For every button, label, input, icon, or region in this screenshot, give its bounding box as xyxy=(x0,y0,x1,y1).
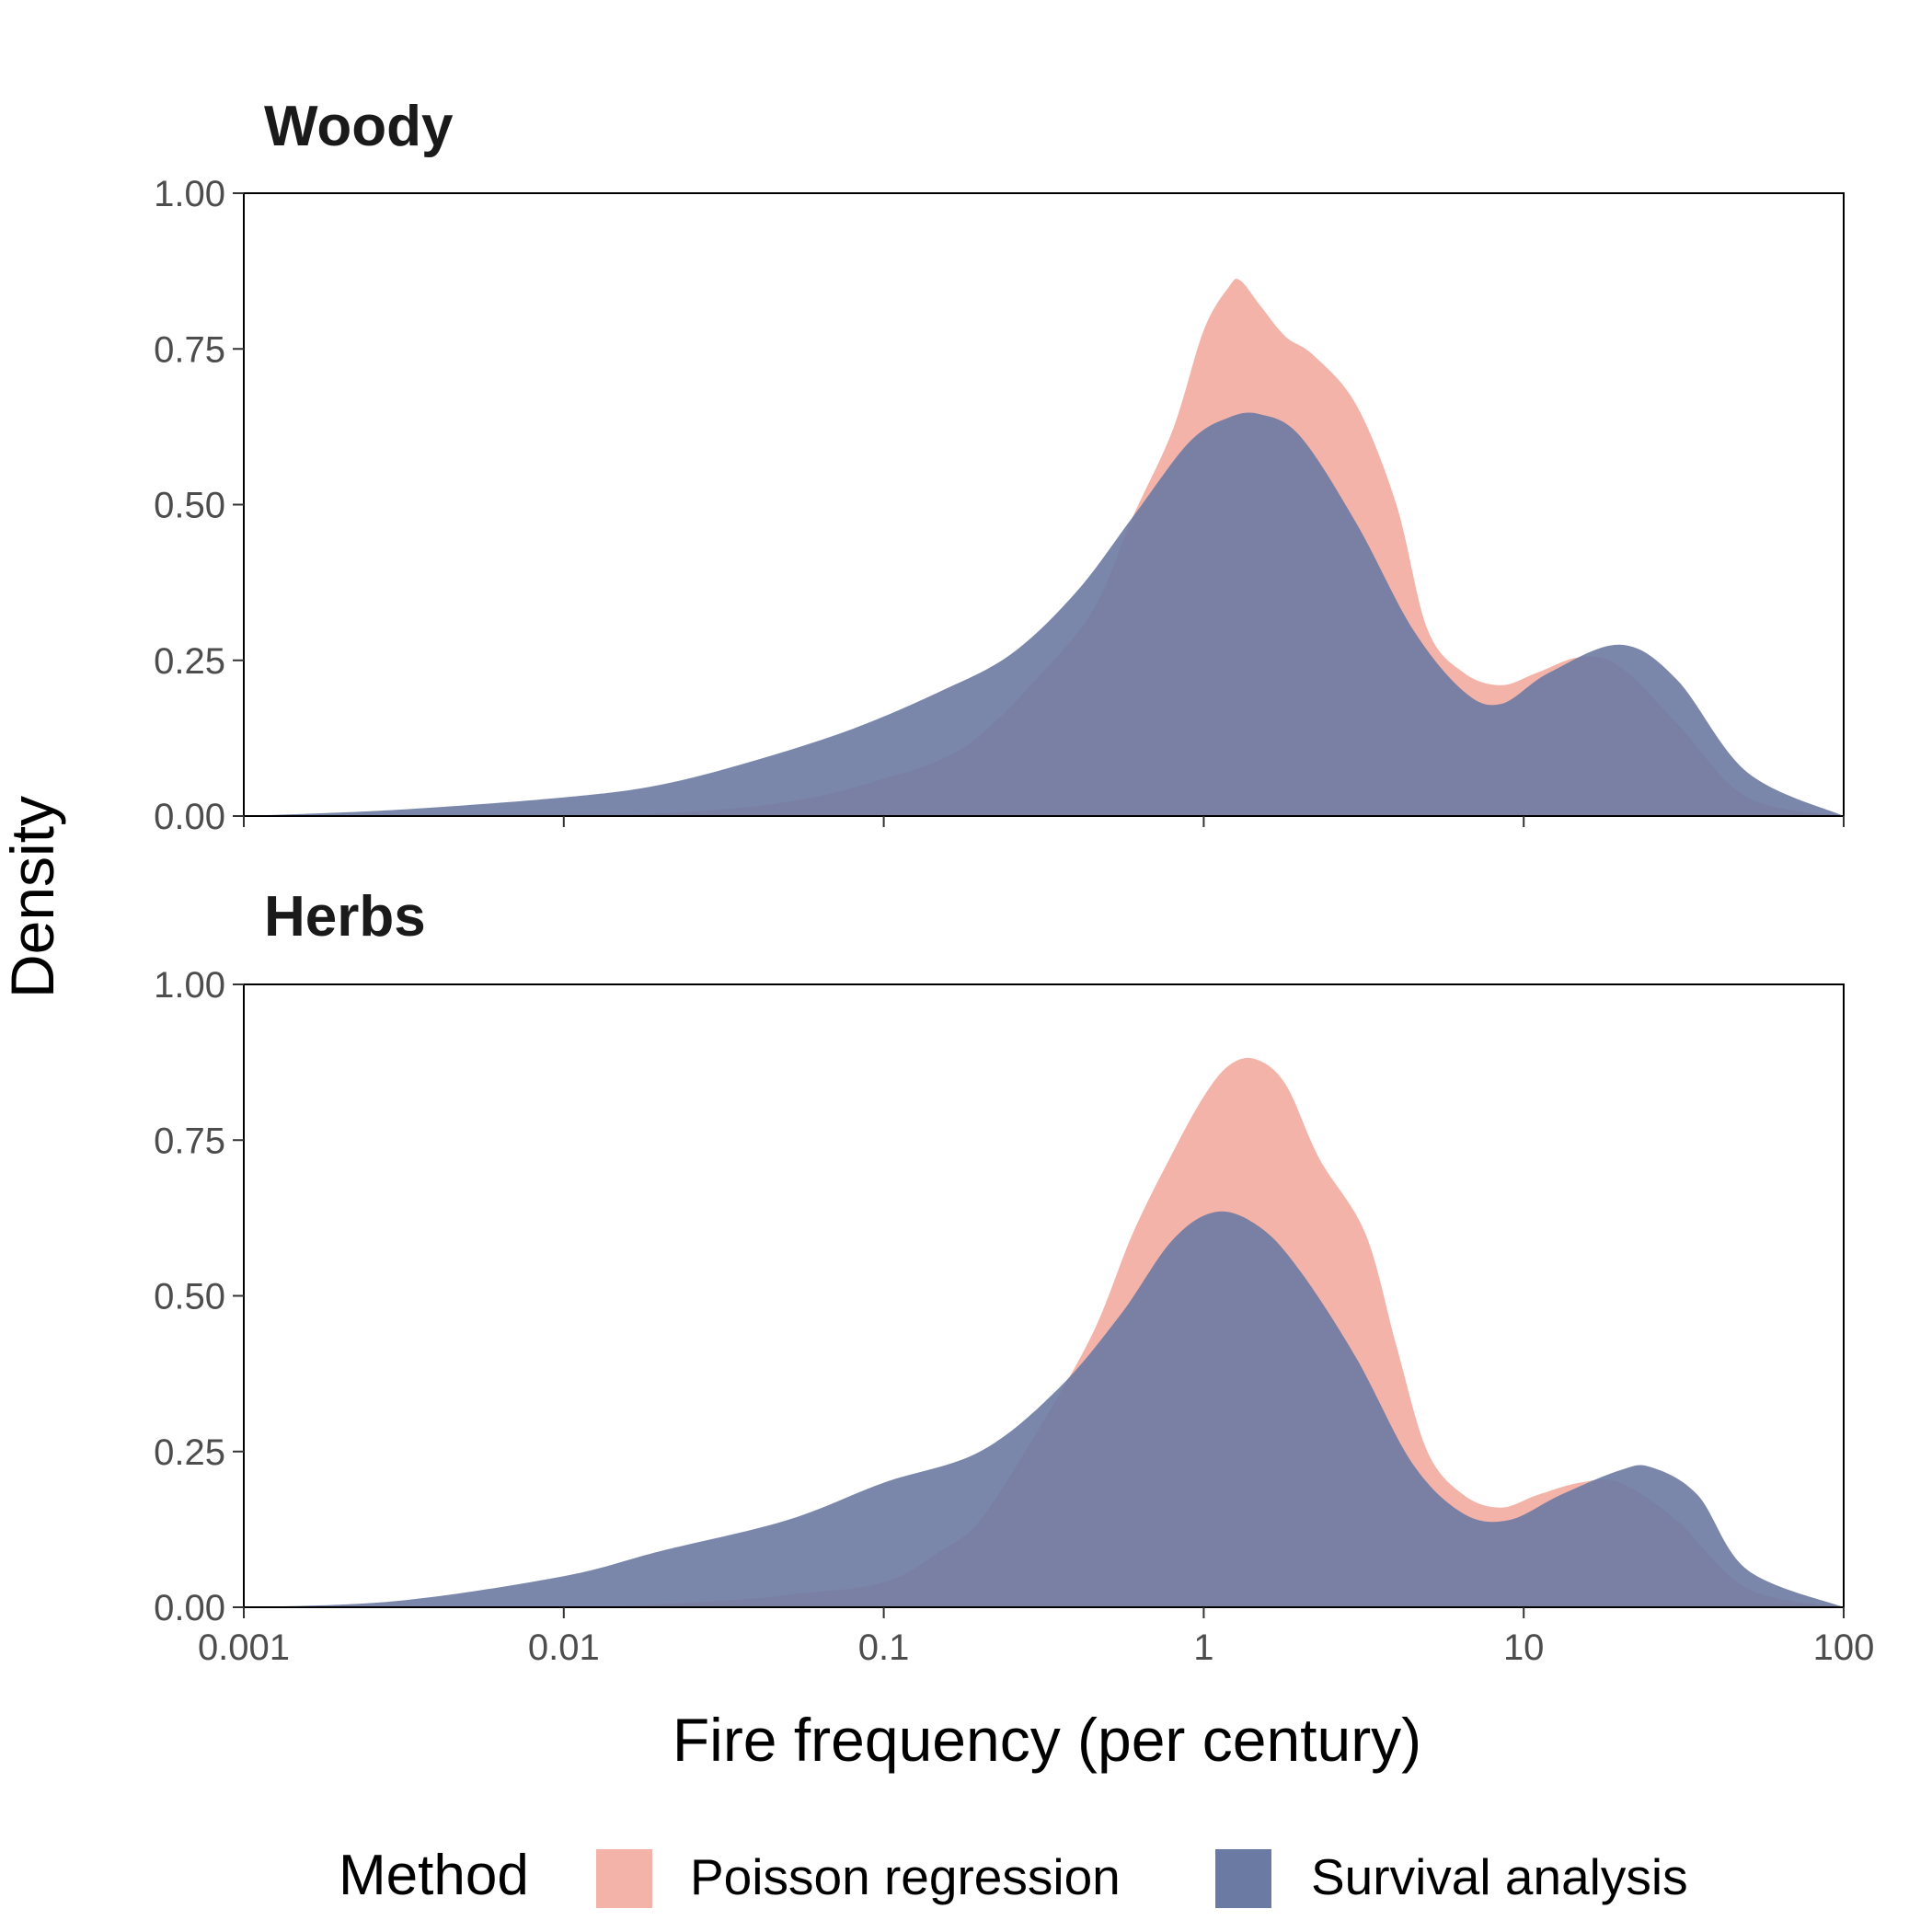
x-tick-label: 0.01 xyxy=(528,1627,600,1668)
x-tick-label: 1 xyxy=(1193,1627,1213,1668)
legend-title: Method xyxy=(339,1844,529,1907)
panel-herbs: Herbs 0.00 0.25 0.50 0.75 1.00 0.001 0.01 0.1 1 10… xyxy=(154,885,1874,1668)
y-tick-label: 0.50 xyxy=(154,1277,225,1317)
panel-title: Herbs xyxy=(264,885,426,949)
panel-title: Woody xyxy=(264,95,454,158)
y-tick-label: 0.75 xyxy=(154,329,225,370)
density-area-survival xyxy=(244,1211,1844,1607)
legend: Method Poisson regression Survival analy… xyxy=(339,1844,1688,1908)
y-tick-label: 0.75 xyxy=(154,1121,225,1161)
y-tick-label: 0.00 xyxy=(154,1588,225,1628)
y-tick-label: 1.00 xyxy=(154,965,225,1006)
x-axis-title: Fire frequency (per century) xyxy=(673,1706,1421,1774)
y-tick-label: 0.00 xyxy=(154,797,225,837)
x-tick-label: 10 xyxy=(1503,1627,1545,1668)
legend-label-survival: Survival analysis xyxy=(1311,1848,1688,1905)
chart-panels: Woody 0.00 0.25 0.50 0.75 1.00 Herbs 0.00 0.25 0.… xyxy=(154,95,1874,1668)
legend-swatch-poisson xyxy=(596,1849,652,1908)
legend-swatch-survival xyxy=(1215,1849,1271,1908)
y-tick-label: 0.25 xyxy=(154,1432,225,1473)
y-tick-label: 0.25 xyxy=(154,641,225,682)
panel-woody: Woody 0.00 0.25 0.50 0.75 1.00 xyxy=(154,95,1845,837)
density-area-survival xyxy=(244,412,1844,816)
y-tick-label: 0.50 xyxy=(154,486,225,526)
x-tick-label: 100 xyxy=(1813,1627,1875,1668)
x-tick-label: 0.001 xyxy=(198,1627,290,1668)
y-tick-label: 1.00 xyxy=(154,174,225,214)
x-tick-label: 0.1 xyxy=(858,1627,910,1668)
legend-label-poisson: Poisson regression xyxy=(690,1848,1121,1905)
y-axis-title: Density xyxy=(0,796,66,998)
